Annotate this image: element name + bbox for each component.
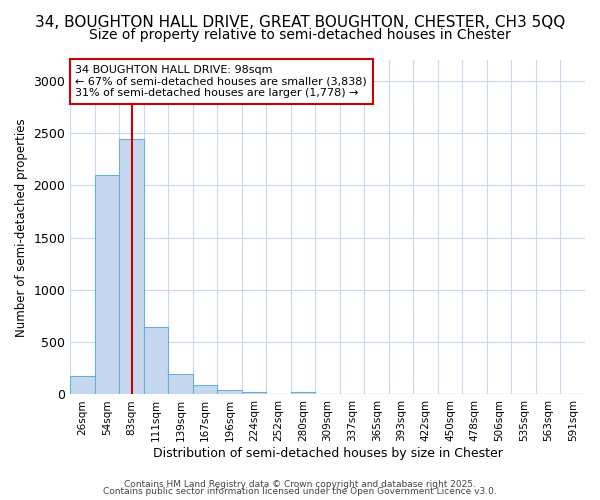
Bar xyxy=(70,376,95,394)
Bar xyxy=(144,327,169,394)
Text: 34, BOUGHTON HALL DRIVE, GREAT BOUGHTON, CHESTER, CH3 5QQ: 34, BOUGHTON HALL DRIVE, GREAT BOUGHTON,… xyxy=(35,15,565,30)
Bar xyxy=(291,392,316,394)
Bar xyxy=(193,386,217,394)
Text: Contains public sector information licensed under the Open Government Licence v3: Contains public sector information licen… xyxy=(103,487,497,496)
Bar xyxy=(119,140,144,394)
Bar xyxy=(242,392,266,394)
Text: Contains HM Land Registry data © Crown copyright and database right 2025.: Contains HM Land Registry data © Crown c… xyxy=(124,480,476,489)
Bar xyxy=(169,374,193,394)
X-axis label: Distribution of semi-detached houses by size in Chester: Distribution of semi-detached houses by … xyxy=(153,447,503,460)
Y-axis label: Number of semi-detached properties: Number of semi-detached properties xyxy=(15,118,28,336)
Bar xyxy=(217,390,242,394)
Bar xyxy=(95,175,119,394)
Text: 34 BOUGHTON HALL DRIVE: 98sqm
← 67% of semi-detached houses are smaller (3,838)
: 34 BOUGHTON HALL DRIVE: 98sqm ← 67% of s… xyxy=(76,65,367,98)
Text: Size of property relative to semi-detached houses in Chester: Size of property relative to semi-detach… xyxy=(89,28,511,42)
